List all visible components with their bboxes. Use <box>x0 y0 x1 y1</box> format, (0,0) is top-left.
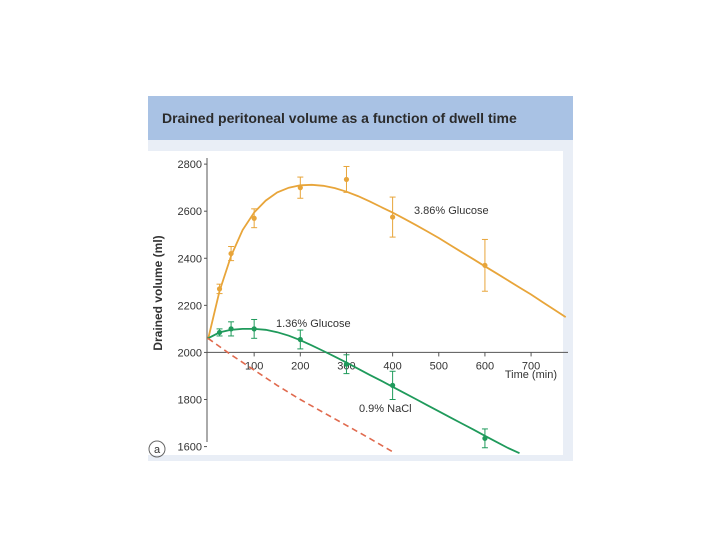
data-point <box>251 326 257 332</box>
panel-label-circle <box>148 440 166 458</box>
x-tick-label: 200 <box>291 360 309 372</box>
y-axis-label: Drained volume (ml) <box>151 235 165 350</box>
y-tick-label: 2800 <box>178 159 202 171</box>
panel-label: a <box>154 444 161 456</box>
chart-title: Drained peritoneal volume as a function … <box>148 96 573 140</box>
axes: 1600180020002200240026002800100200300400… <box>148 158 568 458</box>
series-label: 3.86% Glucose <box>414 205 489 217</box>
x-tick-label: 700 <box>522 360 540 372</box>
x-tick-label: 600 <box>476 360 494 372</box>
x-tick-label: 500 <box>430 360 448 372</box>
data-point <box>482 262 488 268</box>
series-labels: 3.86% Glucose 1.36% Glucose 0.9% NaCl <box>276 205 489 415</box>
y-tick-label: 1800 <box>178 395 202 407</box>
data-point <box>251 215 257 221</box>
y-tick-label: 2200 <box>178 300 202 312</box>
chart-svg: 1600180020002200240026002800100200300400… <box>148 158 568 458</box>
series-markers <box>216 165 488 449</box>
series-line-1 <box>207 327 520 455</box>
y-tick-label: 2400 <box>178 253 202 265</box>
data-point <box>343 361 350 367</box>
y-tick-label: 1600 <box>178 442 202 454</box>
series-line-2 <box>207 337 394 453</box>
data-point <box>228 250 234 257</box>
series-line-0 <box>207 183 567 340</box>
x-axis-label: Time (min) <box>505 369 557 381</box>
data-point <box>390 214 396 220</box>
y-tick-label: 2600 <box>178 206 202 218</box>
data-point <box>390 382 396 388</box>
data-point <box>297 185 303 191</box>
series-label: 0.9% NaCl <box>359 403 412 415</box>
data-point <box>297 336 303 343</box>
figure-panel: Drained peritoneal volume as a function … <box>148 96 573 461</box>
y-tick-label: 2000 <box>178 347 202 359</box>
data-point <box>343 176 350 183</box>
series-curves <box>207 183 567 455</box>
data-point <box>216 286 223 292</box>
x-tick-label: 100 <box>245 360 263 372</box>
data-point <box>228 326 234 332</box>
data-point <box>482 435 488 441</box>
x-tick-label: 400 <box>383 360 401 372</box>
series-label: 1.36% Glucose <box>276 318 351 330</box>
data-point <box>216 329 223 336</box>
